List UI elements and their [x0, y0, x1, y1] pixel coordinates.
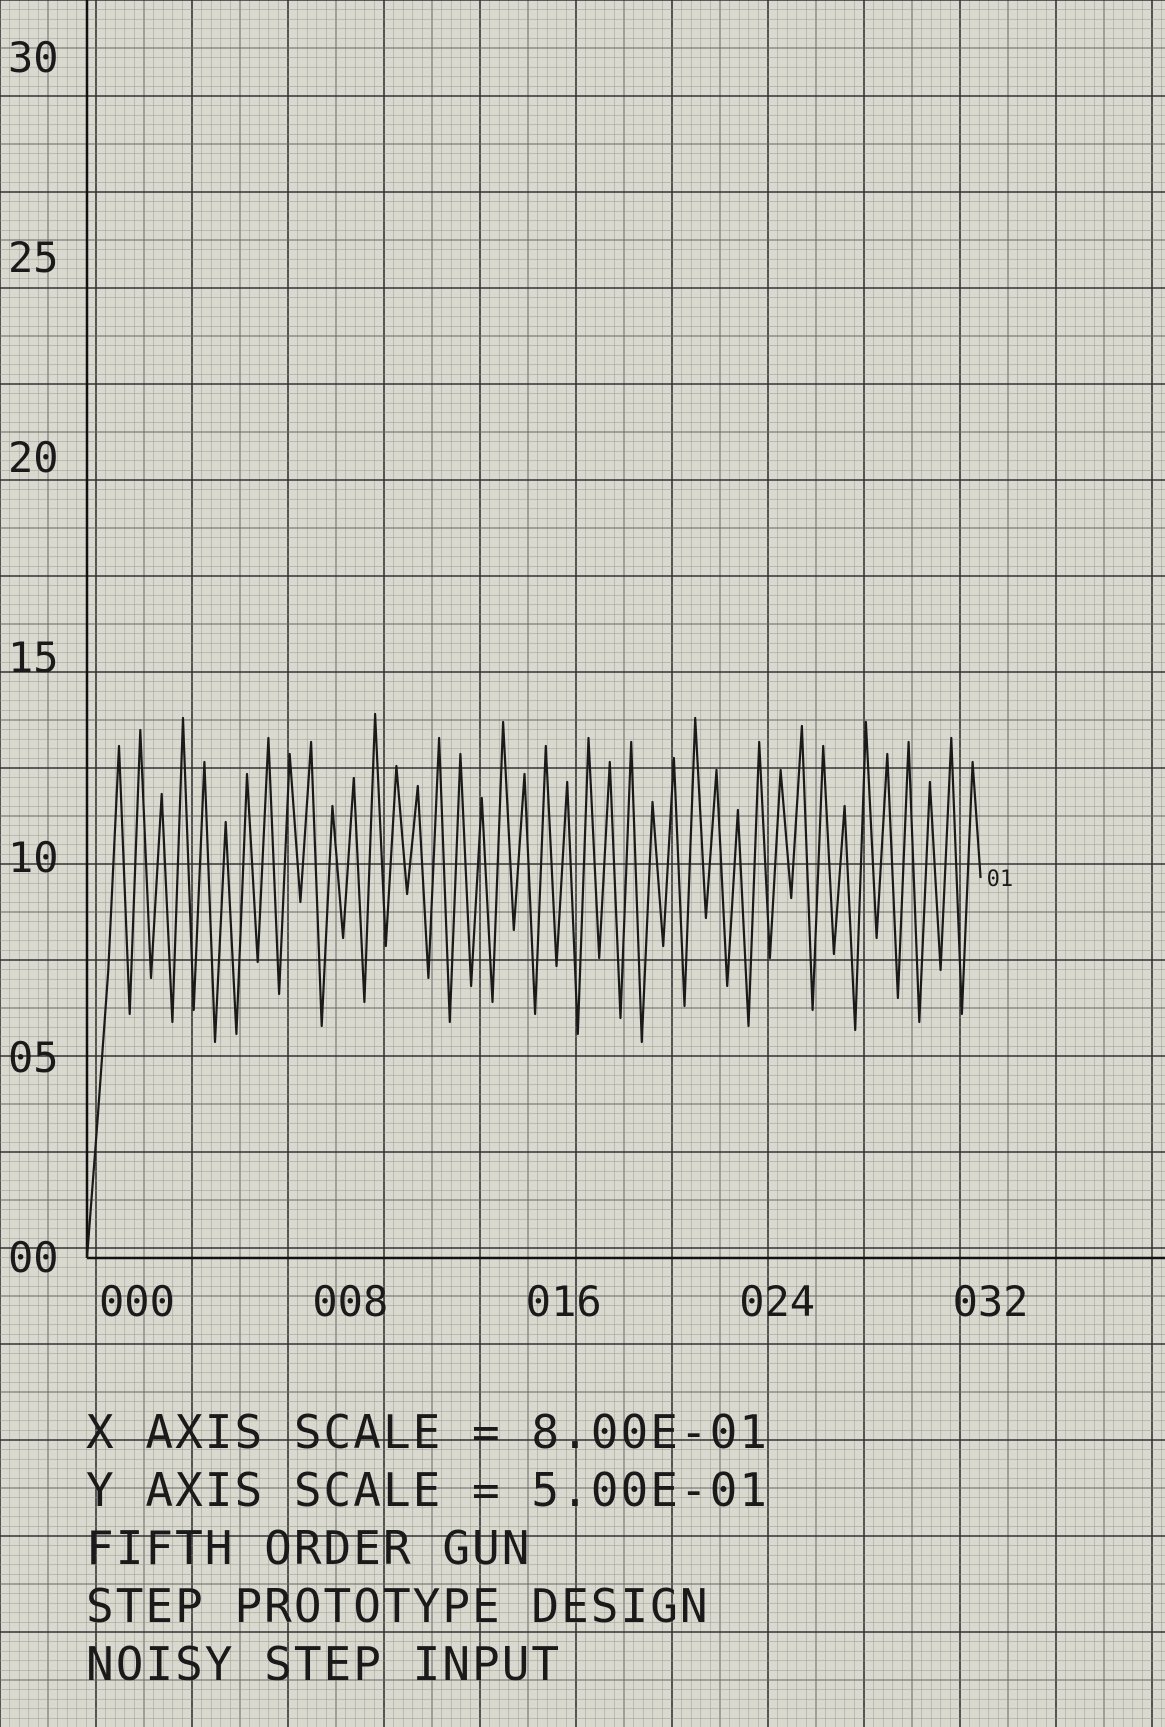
y-tick-label: 05 [8, 1033, 59, 1082]
series-group: 01 [85, 712, 1014, 1259]
x-tick-label: 024 [739, 1277, 815, 1326]
y-tick-labels: 00 05 10 15 20 25 30 [8, 33, 59, 1282]
axes [85, 0, 1165, 1260]
x-tick-label: 032 [953, 1277, 1029, 1326]
plot-note: FIFTH ORDER GUN [86, 1521, 531, 1575]
series-line [85, 712, 982, 1259]
y-tick-label: 10 [8, 833, 59, 882]
y-tick-label: 15 [8, 633, 59, 682]
series-end-label: 01 [987, 867, 1014, 892]
x-tick-labels: 000008016024032040 [99, 1277, 1029, 1326]
y-tick-label: 20 [8, 433, 59, 482]
plot-note: X AXIS SCALE = 8.00E-01 [86, 1405, 769, 1459]
y-tick-label: 30 [8, 33, 59, 82]
y-tick-label: 00 [8, 1233, 59, 1282]
plot-note: Y AXIS SCALE = 5.00E-01 [86, 1463, 769, 1517]
x-tick-label: 008 [312, 1277, 388, 1326]
x-tick-label: 000 [99, 1277, 175, 1326]
x-tick-label: 016 [526, 1277, 602, 1326]
plot-note: NOISY STEP INPUT [86, 1637, 561, 1691]
plot-notes: X AXIS SCALE = 8.00E-01Y AXIS SCALE = 5.… [86, 1405, 769, 1691]
plot-note: STEP PROTOTYPE DESIGN [86, 1579, 710, 1633]
y-tick-label: 25 [8, 233, 59, 282]
